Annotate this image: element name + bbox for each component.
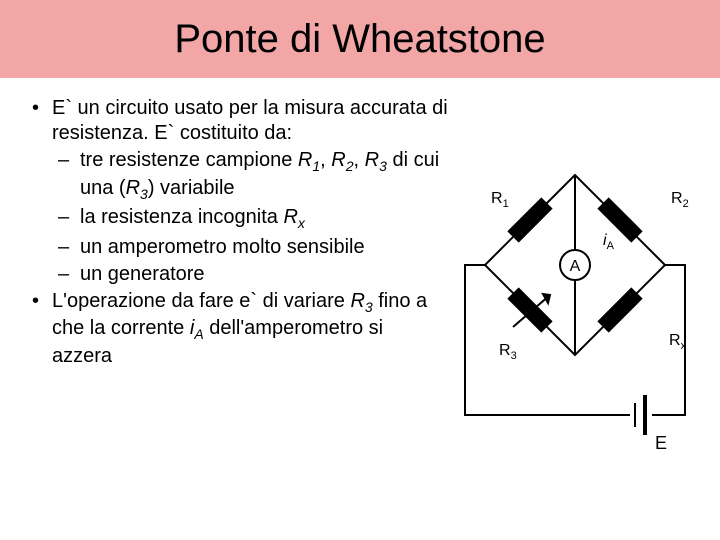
battery-icon <box>635 395 645 435</box>
sub-c: un amperometro molto sensibile <box>52 235 448 260</box>
title-bar: Ponte di Wheatstone <box>0 0 720 78</box>
r1-sym: R <box>298 149 312 171</box>
bullet-1-intro: E` un circuito usato per la misura accur… <box>52 97 448 144</box>
b2-ia-sub: A <box>194 326 203 342</box>
label-r3: R3 <box>499 342 517 362</box>
bullet-1: E` un circuito usato per la misura accur… <box>28 96 448 287</box>
sub-a: tre resistenze campione R1, R2, R3 di cu… <box>52 148 448 203</box>
label-ia: iA <box>603 232 615 252</box>
page-title: Ponte di Wheatstone <box>174 17 545 62</box>
wheatstone-diagram: E A R1 <box>455 155 705 465</box>
resistor-rx <box>597 287 642 332</box>
sub-a-pre: tre resistenze campione <box>80 149 298 171</box>
r3-sym: R <box>365 149 379 171</box>
bullet-list: E` un circuito usato per la misura accur… <box>28 96 448 369</box>
label-rx: Rx <box>669 332 687 352</box>
sub-list: tre resistenze campione R1, R2, R3 di cu… <box>52 148 448 287</box>
label-r1: R1 <box>491 190 509 210</box>
r3-sub: 3 <box>379 158 387 174</box>
r3b-sub: 3 <box>140 186 148 202</box>
r2-sym: R <box>331 149 345 171</box>
r3b-sym: R <box>126 177 140 199</box>
text-column: E` un circuito usato per la misura accur… <box>28 96 448 371</box>
bullet-2: L'operazione da fare e` di variare R3 fi… <box>28 289 448 369</box>
sep1: , <box>320 149 331 171</box>
r1-sub: 1 <box>312 158 320 174</box>
battery-label: E <box>655 433 667 453</box>
label-r2: R2 <box>671 190 689 210</box>
circuit-svg: E A R1 <box>455 155 705 465</box>
b2-pre: L'operazione da fare e` di variare <box>52 290 350 312</box>
resistor-r1 <box>507 197 552 242</box>
rx-sym: R <box>283 206 297 228</box>
b2-r3-sub: 3 <box>365 299 373 315</box>
sub-a-post2: ) variabile <box>148 177 235 199</box>
sub-b: la resistenza incognita Rx <box>52 205 448 233</box>
sep2: , <box>354 149 365 171</box>
sub-b-pre: la resistenza incognita <box>80 206 283 228</box>
rx-sub: x <box>298 215 305 231</box>
sub-d: un generatore <box>52 262 448 287</box>
ammeter-label: A <box>570 258 581 275</box>
b2-r3: R <box>350 290 364 312</box>
r2-sub: 2 <box>346 158 354 174</box>
circuit-labels: R1 R2 R3 Rx iA <box>491 190 689 362</box>
